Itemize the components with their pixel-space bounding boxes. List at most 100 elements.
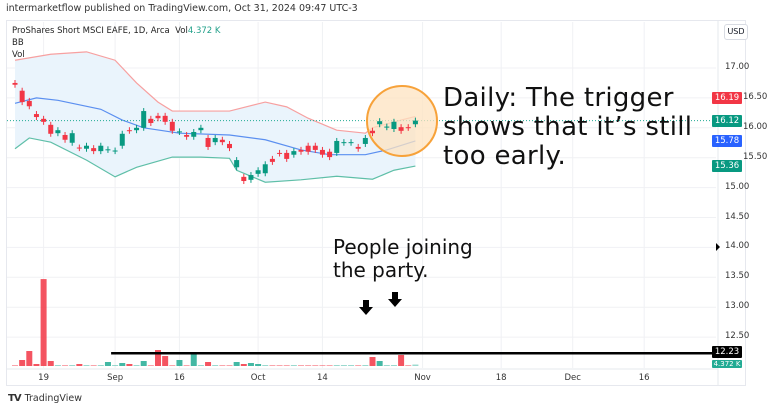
time-label: 18 <box>495 373 507 383</box>
candle <box>105 149 111 151</box>
volume-bar <box>333 365 340 366</box>
candle <box>248 175 254 180</box>
candle <box>398 127 404 131</box>
candle <box>176 131 182 133</box>
candle <box>370 130 375 134</box>
candle <box>19 90 25 103</box>
candle <box>191 131 197 137</box>
volume-bar <box>176 360 183 366</box>
candle <box>126 130 132 132</box>
time-label: Sep <box>107 373 124 383</box>
volume-bar <box>398 355 405 366</box>
note-line: shows that it’s still <box>443 112 693 142</box>
volume-bar <box>240 364 247 366</box>
price-tick: 16.50 <box>743 91 768 102</box>
candle <box>12 82 18 85</box>
price-tick: 12.50 <box>725 331 750 342</box>
brand-name[interactable]: TradingView <box>24 393 82 404</box>
candle <box>277 152 283 154</box>
candle <box>62 134 68 140</box>
note-line: the party. <box>333 258 429 282</box>
candle <box>284 152 290 159</box>
price-tick: 14.50 <box>725 211 750 222</box>
volume-bar <box>97 365 104 366</box>
time-label: 14 <box>317 373 328 383</box>
time-label: 19 <box>38 373 50 383</box>
price-label: 15.78 <box>712 135 742 147</box>
volume-bar <box>340 365 347 366</box>
volume-bar <box>169 365 176 366</box>
volume-bar <box>405 365 412 366</box>
volume-bar <box>197 365 204 366</box>
time-label: 16 <box>174 373 185 383</box>
volume-bar <box>212 365 219 366</box>
volume-bar <box>312 365 319 366</box>
candle <box>33 114 39 118</box>
candle <box>334 140 340 153</box>
volume-bar <box>233 362 240 366</box>
volume-bar <box>247 363 254 366</box>
bb-middle-line <box>14 97 416 156</box>
volume-bar <box>12 365 18 366</box>
publish-header: intermarketflow published on TradingView… <box>6 3 358 14</box>
volume-bar <box>112 365 119 366</box>
volume-bar <box>126 364 133 366</box>
chart-legend: ProShares Short MSCI EAFE, 1D, Arca Vol4… <box>12 25 221 61</box>
candle <box>391 121 397 129</box>
price-tick: 14.00 <box>725 241 750 252</box>
time-label: Oct <box>250 373 266 383</box>
price-tick: 13.00 <box>725 301 750 312</box>
bb-indicator-label[interactable]: BB <box>12 38 24 48</box>
volume-bar <box>147 365 154 366</box>
candle <box>327 151 333 158</box>
down-arrow-icon <box>359 300 373 315</box>
volume-bar <box>412 364 419 366</box>
note-line: People joining <box>333 235 473 259</box>
candle <box>377 121 383 125</box>
volume-bar <box>376 361 383 366</box>
volume-bar <box>162 356 169 366</box>
price-label: 12.23 <box>712 346 742 358</box>
volume-bar <box>269 365 276 366</box>
candle <box>26 100 32 107</box>
candle <box>312 145 318 150</box>
candle <box>412 120 418 125</box>
candle <box>76 147 82 149</box>
volume-bar <box>348 365 355 366</box>
volume-bar <box>362 365 369 366</box>
candle <box>119 133 125 146</box>
daily-note: Daily: The trigger shows that it’s still… <box>443 84 692 171</box>
volume-bar <box>140 361 147 366</box>
volume-bar <box>54 365 61 366</box>
volume-bar <box>390 365 397 366</box>
price-tick: 15.50 <box>743 151 768 162</box>
footer: TV TradingView <box>8 393 82 404</box>
candle <box>48 124 54 134</box>
volume-bar <box>104 362 111 366</box>
time-label: Dec <box>564 373 581 383</box>
volume-bar <box>355 365 362 366</box>
candle <box>348 142 354 144</box>
currency-button[interactable]: USD <box>724 24 748 40</box>
candle <box>298 149 304 152</box>
volume-label: Vol <box>175 26 188 36</box>
price-label: 16.12 <box>712 115 742 127</box>
candle <box>219 139 225 143</box>
candle <box>134 127 140 131</box>
volume-bar <box>33 364 40 366</box>
volume-bar <box>69 365 76 366</box>
price-label: 4.372 K <box>712 360 742 368</box>
candle <box>55 130 61 134</box>
volume-bar <box>283 365 290 366</box>
symbol-title[interactable]: ProShares Short MSCI EAFE, 1D, Arca <box>12 26 170 36</box>
vol-indicator-label[interactable]: Vol <box>12 50 25 60</box>
volume-bar <box>305 365 312 366</box>
candle <box>291 151 297 155</box>
volume-bar <box>226 365 233 366</box>
candle <box>234 160 240 168</box>
candle <box>205 137 211 147</box>
candle <box>98 145 104 152</box>
price-label: 16.19 <box>712 92 742 104</box>
volume-bar <box>90 365 97 366</box>
